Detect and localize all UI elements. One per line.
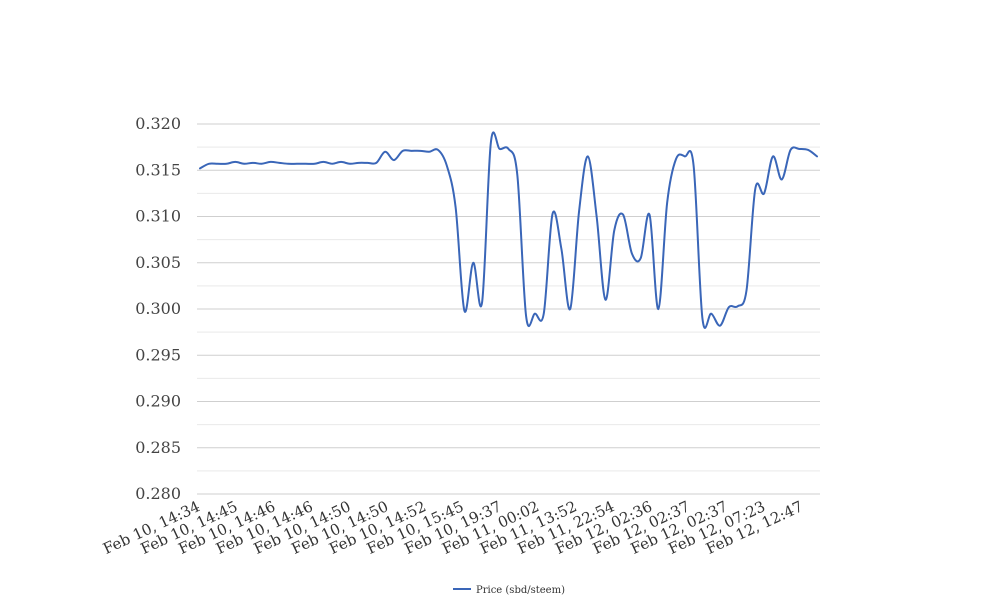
y-tick-label: 0.280 [135, 484, 181, 503]
series-line [199, 131, 818, 329]
y-tick-label: 0.320 [135, 114, 181, 133]
legend-label: Price (sbd/steem) [476, 585, 565, 596]
y-tick-label: 0.290 [135, 392, 181, 411]
y-tick-label: 0.310 [135, 207, 181, 226]
legend: Price (sbd/steem) [453, 585, 565, 596]
gridlines [197, 123, 820, 495]
y-tick-label: 0.295 [135, 345, 181, 364]
y-tick-label: 0.315 [135, 160, 181, 179]
y-tick-label: 0.300 [135, 299, 181, 318]
series-lines [199, 131, 818, 329]
y-tick-label: 0.305 [135, 253, 181, 272]
y-axis-tick-labels: 0.280 0.285 0.290 0.295 0.300 0.305 0.310 0.315… [135, 114, 181, 503]
y-tick-label: 0.285 [135, 438, 181, 457]
